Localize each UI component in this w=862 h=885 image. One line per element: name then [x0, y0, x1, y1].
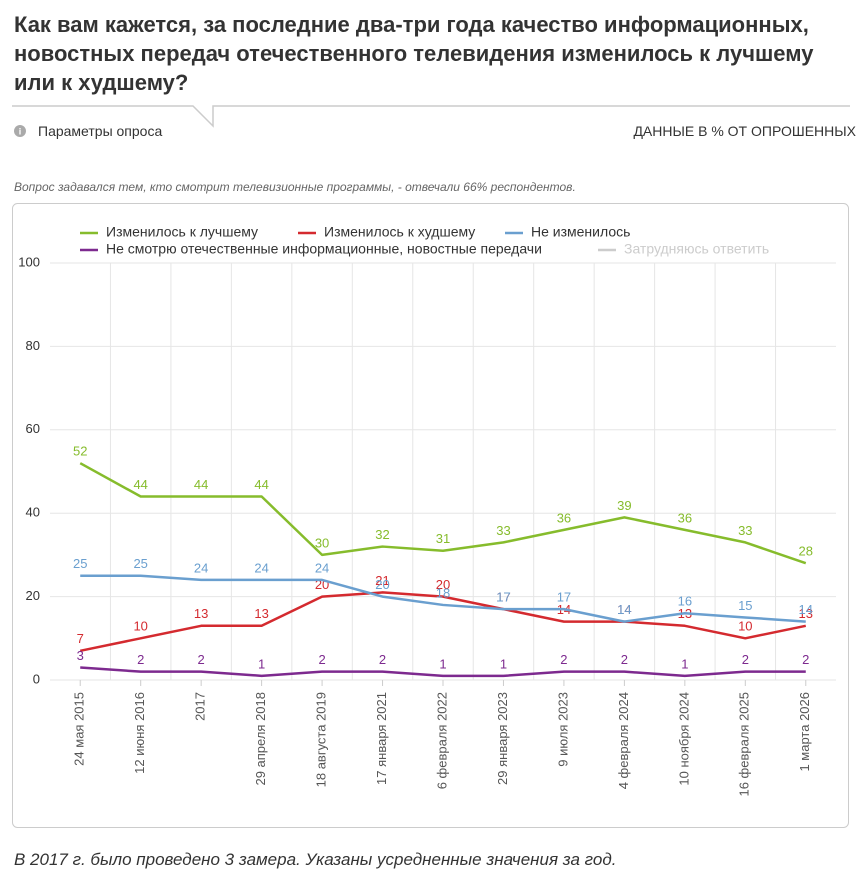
- data-label: 36: [557, 510, 571, 525]
- data-label: 10: [133, 619, 147, 634]
- x-tick-label: 24 мая 2015: [72, 692, 87, 766]
- data-label: 1: [439, 656, 446, 671]
- data-label: 44: [254, 477, 268, 492]
- x-tick-label: 29 января 2023: [495, 692, 510, 785]
- data-label: 52: [73, 444, 87, 459]
- data-label: 14: [617, 602, 631, 617]
- x-tick-label: 17 января 2021: [374, 692, 389, 785]
- data-label: 17: [496, 590, 510, 605]
- data-label: 2: [198, 652, 205, 667]
- data-label: 1: [681, 656, 688, 671]
- data-label: 44: [194, 477, 208, 492]
- data-label: 17: [496, 590, 510, 605]
- data-label: 33: [738, 523, 752, 538]
- data-label: 16: [678, 594, 692, 609]
- chart-frame: [12, 203, 849, 828]
- data-label: 24: [194, 560, 208, 575]
- data-label: 18: [436, 585, 450, 600]
- data-label: 24: [254, 560, 268, 575]
- data-label: 2: [742, 652, 749, 667]
- data-label: 2: [802, 652, 809, 667]
- x-tick-label: 2017: [193, 692, 208, 721]
- x-tick-label: 6 февраля 2022: [434, 692, 449, 789]
- data-label: 28: [799, 544, 813, 559]
- x-tick-label: 12 июня 2016: [132, 692, 147, 774]
- data-label: 24: [315, 560, 329, 575]
- series-line: [79, 591, 807, 653]
- data-label: 2: [379, 652, 386, 667]
- x-tick-label: 29 апреля 2018: [253, 692, 268, 786]
- data-label: 44: [133, 477, 147, 492]
- legend-entry[interactable]: Изменилось к худшему: [324, 224, 475, 240]
- data-label: 15: [738, 598, 752, 613]
- data-label: 2: [137, 652, 144, 667]
- data-label: 30: [315, 535, 329, 550]
- data-label: 2: [318, 652, 325, 667]
- data-label: 14: [799, 602, 813, 617]
- data-label: 1: [500, 656, 507, 671]
- x-tick-label: 9 июля 2023: [555, 692, 570, 767]
- data-label: 20: [375, 577, 389, 592]
- y-tick-label: 60: [26, 421, 40, 436]
- data-label: 33: [496, 523, 510, 538]
- x-tick-label: 18 августа 2019: [314, 692, 329, 787]
- data-label: 21: [375, 573, 389, 588]
- data-label: 36: [678, 510, 692, 525]
- params-link[interactable]: Параметры опроса: [38, 123, 163, 139]
- series-line: [80, 574, 806, 623]
- legend-entry[interactable]: Не смотрю отечественные информационные, …: [106, 241, 542, 257]
- data-label: 2: [621, 652, 628, 667]
- title: Как вам кажется, за последние два-три го…: [14, 12, 814, 95]
- legend-entry[interactable]: Затрудняюсь ответить: [624, 241, 769, 257]
- units-label: ДАННЫЕ В % ОТ ОПРОШЕННЫХ: [633, 123, 856, 139]
- series-line: [80, 666, 806, 678]
- y-tick-label: 20: [26, 588, 40, 603]
- data-label: 31: [436, 531, 450, 546]
- y-tick-label: 0: [33, 671, 40, 686]
- legend-entry[interactable]: Не изменилось: [531, 224, 630, 240]
- data-label: 25: [73, 556, 87, 571]
- data-label: 13: [254, 606, 268, 621]
- data-label: 17: [557, 590, 571, 605]
- x-tick-label: 16 февраля 2025: [737, 692, 752, 797]
- data-label: 39: [617, 498, 631, 513]
- y-tick-label: 100: [18, 254, 40, 269]
- data-label: 20: [436, 577, 450, 592]
- x-tick-label: 10 ноября 2024: [676, 692, 691, 786]
- data-label: 1: [258, 656, 265, 671]
- data-label: 25: [133, 556, 147, 571]
- data-label: 13: [194, 606, 208, 621]
- data-label: 13: [799, 606, 813, 621]
- data-label: 2: [560, 652, 567, 667]
- y-tick-label: 40: [26, 505, 40, 520]
- series-line: [79, 462, 807, 565]
- data-label: 32: [375, 527, 389, 542]
- y-tick-label: 80: [26, 338, 40, 353]
- note: Вопрос задавался тем, кто смотрит телеви…: [14, 180, 576, 194]
- data-label: 10: [738, 619, 752, 634]
- data-label: 3: [77, 648, 84, 663]
- data-label: 7: [77, 631, 84, 646]
- info-icon-glyph: i: [19, 126, 22, 136]
- legend-entry[interactable]: Изменилось к лучшему: [106, 224, 258, 240]
- footnote: В 2017 г. было проведено 3 замера. Указа…: [14, 850, 617, 869]
- separator: [12, 105, 850, 128]
- x-tick-label: 4 февраля 2024: [616, 692, 631, 789]
- x-tick-label: 1 марта 2026: [797, 692, 812, 772]
- info-icon[interactable]: [14, 125, 26, 137]
- data-label: 14: [617, 602, 631, 617]
